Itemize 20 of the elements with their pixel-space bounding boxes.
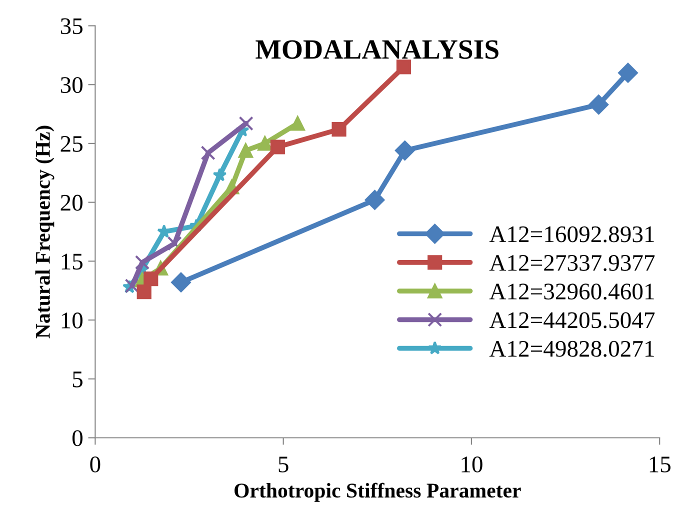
legend-label: A12=32960.4601 xyxy=(489,284,654,300)
y-tick-label: 35 xyxy=(60,18,82,34)
x-axis-title: Orthotropic Stiffness Parameter xyxy=(234,482,521,502)
legend-label: A12=27337.9377 xyxy=(489,255,655,271)
chart-title: MODALANALYSIS xyxy=(256,40,498,59)
y-tick-label: 30 xyxy=(60,77,82,94)
y-tick-label: 25 xyxy=(60,136,82,152)
y-tick-label: 0 xyxy=(72,430,82,446)
y-axis-title: Natural Frequency (Hz) xyxy=(35,126,54,338)
x-tick-label: 0 xyxy=(90,456,100,472)
y-tick-label: 10 xyxy=(62,312,82,328)
x-tick-label: 10 xyxy=(462,456,482,472)
x-tick-label: 15 xyxy=(650,456,670,472)
legend-label: A12=49828.0271 xyxy=(489,340,654,357)
y-tick-label: 15 xyxy=(62,254,82,270)
y-tick-label: 20 xyxy=(60,194,82,211)
y-tick-label: 5 xyxy=(72,372,82,388)
legend-label: A12=16092.8931 xyxy=(489,226,654,242)
x-tick-label: 5 xyxy=(278,456,288,472)
legend-label: A12=44205.5047 xyxy=(489,312,655,328)
